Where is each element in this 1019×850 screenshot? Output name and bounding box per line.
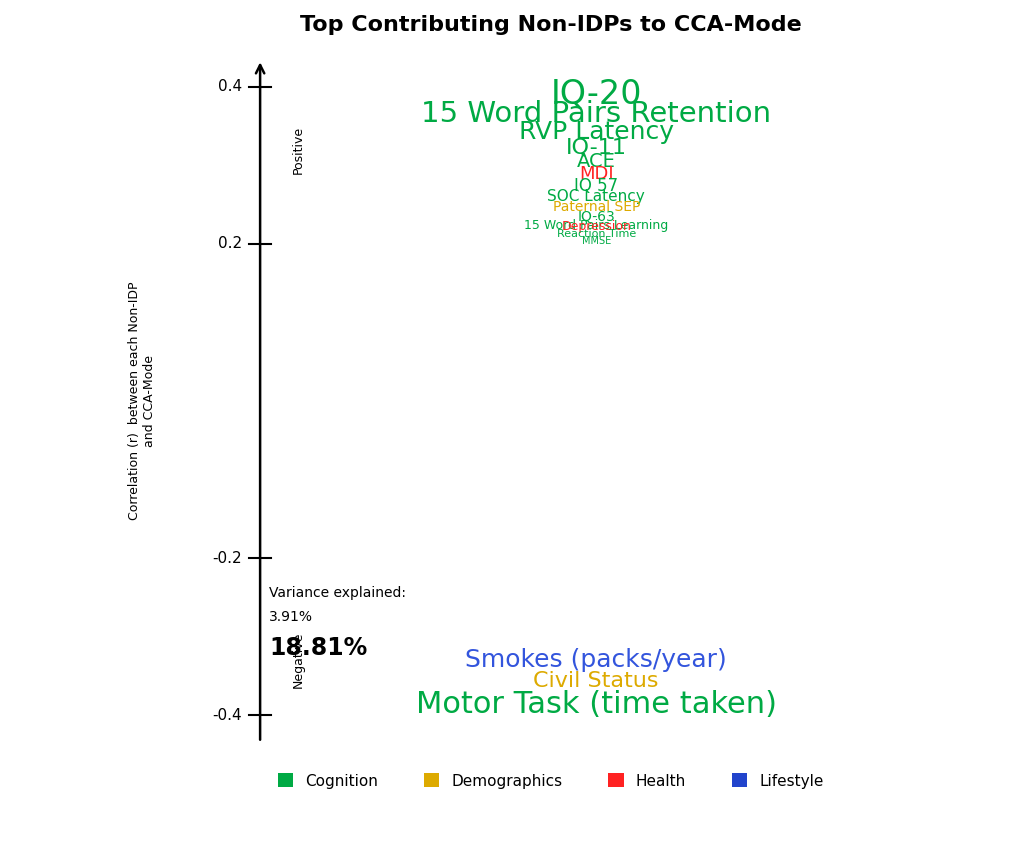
Text: 15 Word Pairs Learning: 15 Word Pairs Learning [524, 218, 667, 231]
Text: Depression: Depression [560, 220, 631, 233]
Text: Negative: Negative [291, 632, 305, 688]
Text: IQ-63: IQ-63 [577, 209, 614, 224]
Text: MDI: MDI [579, 165, 613, 183]
Text: -0.2: -0.2 [212, 551, 242, 565]
Title: Top Contributing Non-IDPs to CCA-Mode: Top Contributing Non-IDPs to CCA-Mode [300, 15, 801, 35]
Text: 15 Word Pairs Retention: 15 Word Pairs Retention [421, 100, 770, 128]
Text: Civil Status: Civil Status [533, 672, 658, 691]
Text: Correlation (r)  between each Non-IDP
and CCA-Mode: Correlation (r) between each Non-IDP and… [128, 281, 156, 520]
Text: 0.4: 0.4 [218, 79, 242, 94]
Text: 18.81%: 18.81% [269, 637, 367, 660]
Legend: Cognition, Demographics, Health, Lifestyle: Cognition, Demographics, Health, Lifesty… [270, 766, 830, 796]
Text: -0.4: -0.4 [212, 707, 242, 722]
Text: IQ 57: IQ 57 [574, 177, 618, 195]
Text: Reaction Time: Reaction Time [556, 229, 635, 239]
Text: Motor Task (time taken): Motor Task (time taken) [416, 690, 775, 719]
Text: RVP Latency: RVP Latency [519, 120, 674, 144]
Text: IQ-11: IQ-11 [566, 138, 626, 157]
Text: 0.2: 0.2 [218, 236, 242, 252]
Text: Variance explained:: Variance explained: [269, 586, 406, 600]
Text: 3.91%: 3.91% [269, 610, 313, 624]
Text: Smokes (packs/year): Smokes (packs/year) [465, 648, 727, 672]
Text: Paternal SEP: Paternal SEP [552, 200, 639, 214]
Text: IQ-20: IQ-20 [550, 78, 641, 111]
Text: MMSE: MMSE [581, 235, 610, 246]
Text: Positive: Positive [291, 126, 305, 173]
Text: ACE: ACE [576, 152, 615, 171]
Text: SOC Latency: SOC Latency [547, 190, 644, 204]
